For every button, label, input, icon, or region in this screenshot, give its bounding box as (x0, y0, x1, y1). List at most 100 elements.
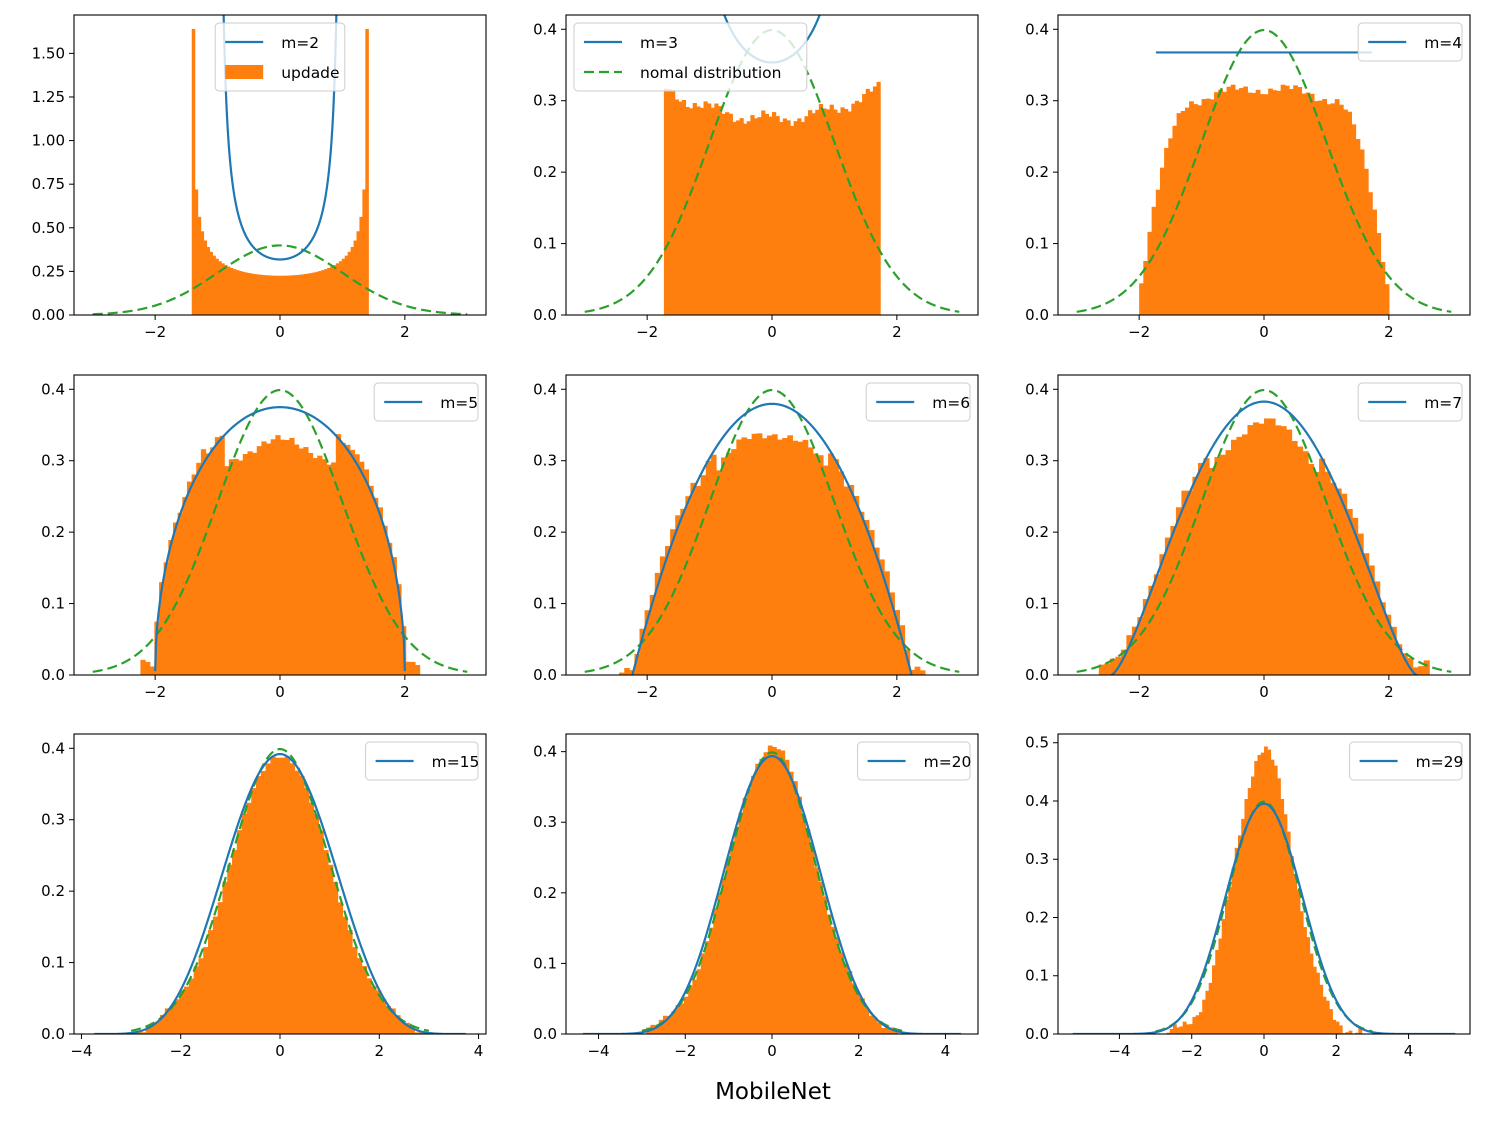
histogram-bars (136, 756, 425, 1034)
histogram-bar (1164, 537, 1172, 675)
histogram-bar (847, 971, 853, 1034)
histogram-bar (268, 275, 272, 315)
histogram-bar (753, 118, 759, 315)
histogram-bar (1301, 93, 1307, 315)
y-tick-label: 0.2 (1025, 163, 1049, 181)
histogram-bars (646, 745, 899, 1034)
histogram-bar (678, 101, 683, 315)
y-tick-label: 0.4 (533, 743, 557, 761)
histogram-bar (212, 916, 219, 1034)
histogram-bar (1255, 89, 1261, 315)
histogram-bar (1131, 626, 1138, 675)
histogram-bar (321, 459, 328, 675)
histogram-bar (1338, 1025, 1343, 1034)
histogram-bar (399, 1021, 406, 1034)
histogram-bar (1175, 507, 1183, 675)
histogram-bar (685, 496, 692, 675)
x-tick-label: 0 (767, 683, 777, 701)
histogram-bar (685, 106, 690, 315)
x-tick-label: 2 (400, 323, 410, 341)
histogram-bar (876, 1022, 882, 1034)
normal-distribution-line (92, 244, 468, 315)
histogram-bar (699, 107, 705, 315)
histogram-bar (654, 1025, 660, 1034)
histogram-bar (746, 788, 752, 1034)
histogram-bar (818, 103, 824, 315)
histogram-bar (1329, 1009, 1333, 1034)
histogram-bar (1153, 574, 1160, 675)
histogram-bar (297, 274, 302, 315)
histogram-bar (1355, 1032, 1359, 1034)
histogram-bar (863, 520, 870, 675)
fitted-density-line (631, 402, 913, 675)
histogram-bar (1368, 192, 1373, 315)
y-tick-label: 0.3 (1025, 850, 1049, 868)
histogram-bar (294, 275, 299, 315)
histogram-bar (262, 275, 266, 315)
histogram-bar (1359, 149, 1365, 315)
histogram-bar (792, 440, 799, 675)
histogram-bar (767, 745, 773, 1034)
x-tick-label: 2 (1332, 1042, 1342, 1060)
histogram-bar (808, 110, 813, 315)
histogram-bar (377, 507, 383, 675)
histogram-bar (349, 449, 356, 675)
histogram-bar (155, 1021, 161, 1034)
histogram-bar (787, 435, 793, 675)
histogram-bar (667, 88, 672, 315)
histogram-bars (1166, 746, 1363, 1034)
histogram-bar (1180, 111, 1186, 315)
histogram-bar (298, 448, 304, 675)
legend: m=5 (373, 382, 479, 422)
histogram-bar (742, 797, 748, 1034)
histogram-bar (160, 1014, 166, 1034)
legend-label: m=7 (1424, 394, 1462, 412)
histogram-bar (649, 594, 656, 675)
y-tick-label: 0.2 (533, 163, 557, 181)
y-tick-label: 0.1 (533, 595, 557, 613)
histogram-bar (670, 529, 676, 675)
x-tick-label: 2 (892, 323, 902, 341)
histogram-bar (1226, 86, 1232, 315)
x-tick-label: −4 (587, 1042, 609, 1060)
histogram-bar (813, 867, 819, 1034)
subplot-m4: −2 0 2 0.0 0.1 0.2 0.3 0.4 m=4 (1025, 14, 1471, 341)
histogram-bar (356, 958, 363, 1034)
histogram-bar (860, 998, 865, 1034)
histogram-bar (818, 881, 823, 1034)
histogram-bar (853, 495, 860, 675)
histogram-bar (876, 81, 881, 315)
histogram-bar (1264, 418, 1271, 675)
histogram-bar (1244, 799, 1249, 1034)
histogram-bar (1254, 760, 1259, 1034)
histogram-bar (675, 1005, 681, 1034)
histogram-bar (1189, 101, 1194, 315)
histogram-bars (1139, 84, 1390, 315)
y-tick-label: 0.75 (32, 175, 65, 193)
histogram-bar (1224, 899, 1229, 1034)
histogram-bar (1257, 755, 1262, 1034)
histogram-bar (1120, 649, 1127, 675)
legend-label: m=4 (1424, 34, 1462, 52)
histogram-bar (1264, 746, 1268, 1034)
histogram-bar (667, 1016, 672, 1034)
legend-label: m=2 (281, 34, 319, 52)
histogram-bar (805, 829, 811, 1034)
histogram-bar (1252, 422, 1260, 675)
histogram-bar (236, 830, 243, 1034)
x-tick-label: 0 (767, 1042, 777, 1060)
histogram-bar (843, 963, 849, 1034)
histogram-bar (741, 437, 748, 675)
histogram-bar (1241, 818, 1246, 1034)
histogram-bar (679, 1003, 685, 1034)
histogram-bar (1234, 89, 1240, 315)
histogram-bar (704, 941, 710, 1034)
histogram-bar (1168, 138, 1174, 315)
histogram-bar (802, 439, 809, 675)
histogram-bar (244, 272, 249, 315)
histogram-bar (683, 996, 689, 1034)
histogram-bar (404, 1022, 411, 1034)
histogram-bar (777, 439, 783, 675)
histogram-bar (700, 475, 707, 675)
histogram-bar (344, 255, 349, 315)
